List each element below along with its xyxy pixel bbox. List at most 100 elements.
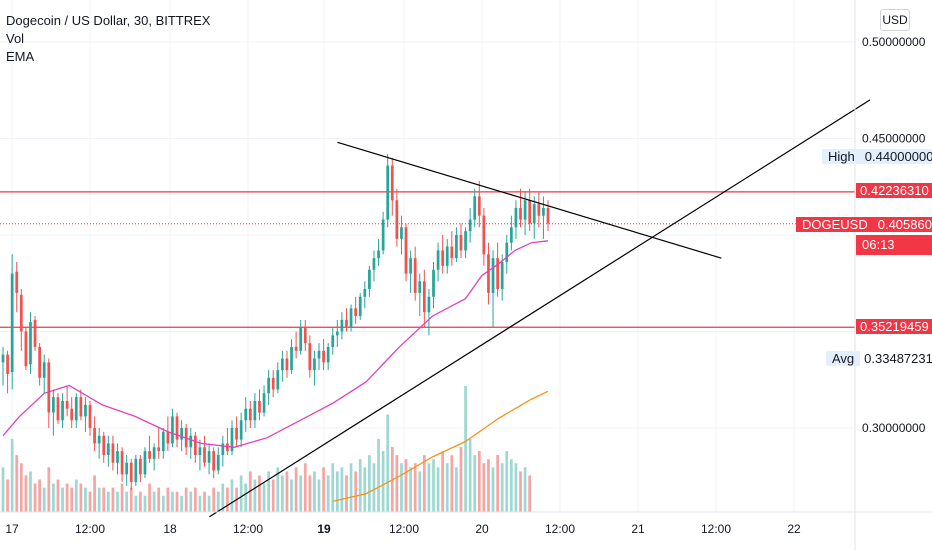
- current-price-value: 0.40586000: [873, 217, 932, 232]
- candle-body: [216, 455, 220, 471]
- candle-body: [542, 207, 545, 216]
- volume-bar: [189, 491, 193, 512]
- candle-body: [161, 431, 165, 452]
- volume-bar: [496, 455, 499, 512]
- candle-body: [258, 400, 261, 413]
- trendlines: [209, 99, 871, 518]
- volume-bar: [395, 455, 399, 512]
- candle-body: [19, 294, 23, 332]
- candle-body: [363, 289, 367, 297]
- candle-body: [308, 343, 312, 371]
- volume-bar: [120, 483, 124, 512]
- candle-body: [450, 246, 454, 259]
- vol-indicator-label[interactable]: Vol: [6, 31, 25, 46]
- countdown-tag: 06:13: [856, 235, 932, 255]
- resistance-price-tag: 0.42236310: [856, 181, 932, 201]
- volume-bar: [88, 491, 92, 512]
- candle-body: [33, 319, 37, 347]
- volume-bar: [377, 438, 380, 512]
- volume-bar: [193, 487, 197, 512]
- volume-bar: [473, 455, 477, 512]
- candle-body: [239, 420, 243, 440]
- candle-body: [473, 196, 477, 220]
- volume-bar: [349, 463, 353, 512]
- volume-bar: [19, 463, 23, 512]
- volume-bar: [368, 455, 371, 512]
- candle-body: [52, 397, 55, 413]
- x-tick-label: 19: [317, 522, 331, 536]
- candle-body: [248, 408, 252, 421]
- candle-body: [120, 451, 124, 475]
- candle-body: [294, 346, 298, 351]
- volume-bar: [432, 459, 435, 512]
- horizontal-levels: [0, 191, 855, 328]
- x-tick-label: 22: [787, 522, 801, 536]
- volume-bar: [528, 475, 532, 512]
- candle-body: [134, 458, 138, 483]
- volume-bar: [400, 463, 403, 512]
- volume-bar: [97, 487, 101, 512]
- candle-body: [226, 443, 229, 452]
- volume-bar: [505, 451, 509, 512]
- candle-body: [381, 219, 385, 251]
- support-value: 0.35219459: [856, 319, 932, 334]
- candle-body: [372, 258, 376, 270]
- candle-body: [97, 435, 101, 444]
- support-price-tag: 0.35219459: [856, 317, 932, 337]
- candle-body: [326, 346, 330, 363]
- candle-body: [340, 319, 344, 332]
- candle-body: [93, 428, 96, 444]
- volume-bar: [404, 459, 408, 512]
- candle-body: [459, 235, 463, 251]
- candle-body: [345, 319, 348, 328]
- chart-grid: [0, 0, 855, 512]
- candle-body: [267, 377, 270, 394]
- candle-body: [390, 165, 394, 201]
- candle-body: [24, 331, 28, 367]
- candle-body: [491, 258, 495, 293]
- volume-bar: [244, 483, 248, 512]
- candle-body: [313, 358, 316, 371]
- candle-body: [175, 416, 179, 440]
- symbol-label: DOGEUSD: [796, 217, 874, 232]
- candle-body: [500, 262, 504, 290]
- candle-body: [436, 250, 440, 270]
- volume-bar: [450, 455, 454, 512]
- volume-bar: [445, 463, 449, 512]
- candle-body: [84, 404, 87, 417]
- trendline: [209, 99, 871, 518]
- volume-bar: [106, 491, 110, 512]
- volume-bar: [116, 491, 119, 512]
- volume-bar: [93, 475, 96, 512]
- candle-body: [487, 254, 490, 293]
- volume-bar: [436, 467, 440, 512]
- candle-body: [47, 362, 51, 413]
- avg-price-tag: Avg 0.33487231: [826, 349, 932, 369]
- candle-body: [482, 215, 486, 255]
- ema-indicator-label[interactable]: EMA: [6, 49, 35, 64]
- symbol-title[interactable]: Dogecoin / US Dollar, 30, BITTREX: [6, 13, 211, 28]
- x-tick-label: 12:00: [75, 522, 105, 536]
- currency-button[interactable]: USD: [880, 9, 910, 31]
- volume-bar: [148, 483, 151, 512]
- volume-bar: [290, 479, 293, 512]
- candle-body: [368, 269, 371, 290]
- y-tick-label: 0.45000000: [862, 132, 926, 146]
- candle-body: [157, 447, 161, 452]
- candle-body: [129, 462, 133, 483]
- volume-bar: [358, 459, 362, 512]
- candle-body: [514, 207, 518, 228]
- volume-bar: [79, 483, 83, 512]
- candle-body: [271, 377, 275, 390]
- volume-bar: [171, 491, 174, 512]
- volume-bar: [519, 471, 522, 512]
- volume-bar: [422, 455, 426, 512]
- candle-body: [203, 447, 206, 463]
- volume-bar: [134, 495, 138, 512]
- volume-bar: [317, 479, 321, 512]
- volume-bar: [345, 475, 348, 512]
- volume-bar: [161, 495, 165, 512]
